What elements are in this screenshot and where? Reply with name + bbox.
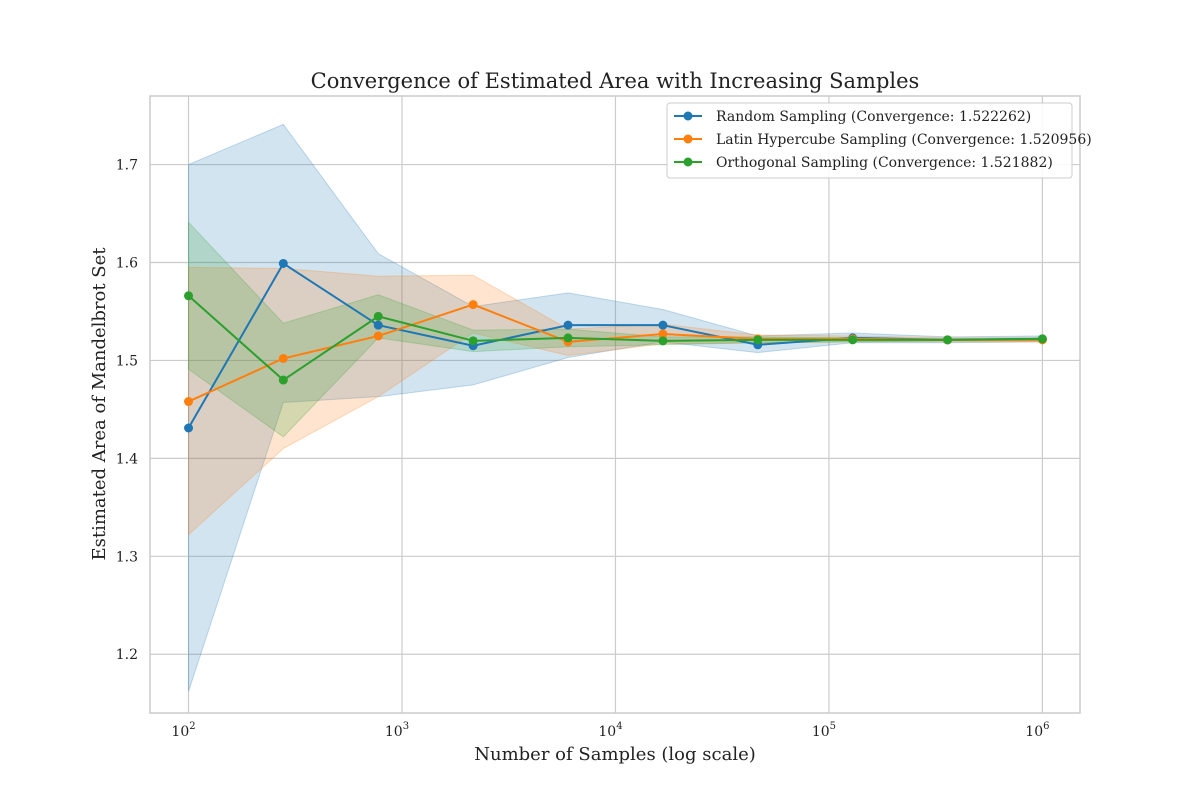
plot-frame bbox=[149, 95, 1081, 714]
chart-title: Convergence of Estimated Area with Incre… bbox=[311, 69, 920, 93]
x-tick-base: 10 bbox=[1025, 724, 1043, 740]
legend-swatch-marker bbox=[683, 111, 693, 121]
x-tick-label: 106 bbox=[1025, 721, 1049, 740]
data-point bbox=[1037, 334, 1047, 344]
data-point bbox=[468, 300, 478, 310]
data-point bbox=[373, 311, 383, 321]
y-tick-label: 1.7 bbox=[116, 158, 138, 174]
y-tick-label: 1.6 bbox=[116, 255, 138, 271]
legend-swatch-marker bbox=[683, 134, 693, 144]
x-tick-label: 104 bbox=[598, 721, 622, 740]
x-tick-base: 10 bbox=[812, 724, 830, 740]
data-point bbox=[563, 320, 573, 330]
legend: Random Sampling (Convergence: 1.522262) L… bbox=[666, 102, 1092, 179]
x-tick-base: 10 bbox=[385, 724, 403, 740]
data-point bbox=[753, 335, 763, 345]
x-tick-exponent: 6 bbox=[1043, 721, 1049, 732]
x-tick-label: 102 bbox=[171, 721, 195, 740]
x-axis-label: Number of Samples (log scale) bbox=[474, 744, 756, 765]
series-lines bbox=[184, 258, 1047, 433]
grid-layer bbox=[150, 96, 1080, 713]
data-point bbox=[184, 291, 194, 301]
data-point bbox=[278, 258, 288, 268]
data-point bbox=[658, 320, 668, 330]
legend-entry: Latin Hypercube Sampling (Convergence: 1… bbox=[716, 132, 1092, 148]
legend-entry: Random Sampling (Convergence: 1.522262) bbox=[716, 109, 1031, 125]
data-point bbox=[373, 320, 383, 330]
series-line-2 bbox=[187, 295, 1043, 382]
y-tick-label: 1.5 bbox=[116, 353, 138, 369]
legend-box bbox=[666, 102, 1073, 179]
y-tick-label: 1.3 bbox=[116, 549, 138, 565]
legend-swatch-marker bbox=[683, 157, 693, 167]
x-tick-label: 105 bbox=[812, 721, 836, 740]
x-tick-exponent: 4 bbox=[616, 721, 622, 732]
data-point bbox=[848, 335, 858, 345]
y-axis-label: Estimated Area of Mandelbrot Set bbox=[89, 247, 110, 561]
data-point bbox=[184, 423, 194, 433]
x-tick-exponent: 3 bbox=[403, 721, 409, 732]
data-point bbox=[278, 353, 288, 363]
x-tick-label: 103 bbox=[385, 721, 409, 740]
legend-entry: Orthogonal Sampling (Convergence: 1.5218… bbox=[716, 155, 1053, 171]
data-point bbox=[468, 336, 478, 346]
data-point bbox=[943, 335, 953, 345]
x-tick-base: 10 bbox=[598, 724, 616, 740]
y-tick-label: 1.2 bbox=[116, 647, 138, 663]
x-tick-base: 10 bbox=[171, 724, 189, 740]
x-tick-exponent: 2 bbox=[189, 721, 195, 732]
y-tick-label: 1.4 bbox=[116, 451, 138, 467]
data-point bbox=[184, 397, 194, 407]
x-tick-exponent: 5 bbox=[830, 721, 836, 732]
data-point bbox=[563, 333, 573, 343]
data-point bbox=[278, 375, 288, 385]
data-point bbox=[373, 331, 383, 341]
data-point bbox=[658, 329, 668, 339]
data-point bbox=[658, 336, 668, 346]
